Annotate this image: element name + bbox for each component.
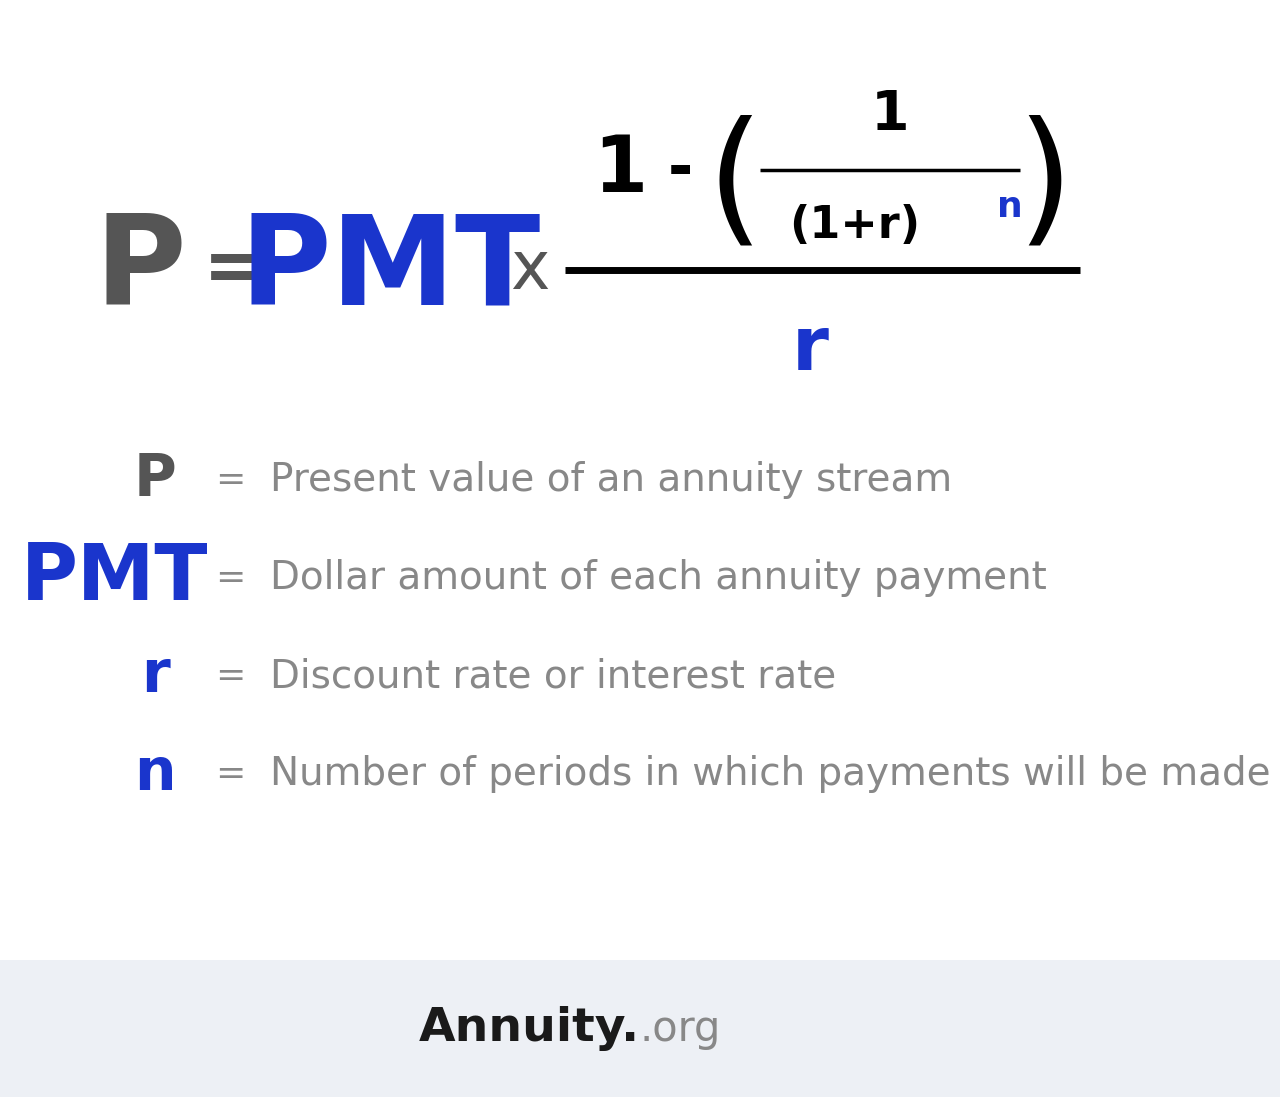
Text: Annuity.: Annuity. xyxy=(419,1006,640,1051)
Text: r: r xyxy=(791,314,828,386)
Text: =: = xyxy=(204,233,268,307)
Text: (: ( xyxy=(707,114,763,256)
Text: =: = xyxy=(215,463,246,497)
Text: Discount rate or interest rate: Discount rate or interest rate xyxy=(270,657,836,695)
Text: =: = xyxy=(215,561,246,595)
Text: n: n xyxy=(134,746,175,803)
Text: =: = xyxy=(215,757,246,791)
Text: x: x xyxy=(511,237,549,303)
Text: -: - xyxy=(667,140,692,200)
Bar xyxy=(0,960,1280,1097)
Text: Number of periods in which payments will be made: Number of periods in which payments will… xyxy=(270,755,1271,793)
Text: 1: 1 xyxy=(593,132,648,208)
Text: PMT: PMT xyxy=(239,210,540,330)
Text: =: = xyxy=(215,659,246,693)
Text: ): ) xyxy=(1016,114,1074,256)
Text: .org: .org xyxy=(640,1007,722,1050)
Text: Present value of an annuity stream: Present value of an annuity stream xyxy=(270,461,952,499)
Text: Dollar amount of each annuity payment: Dollar amount of each annuity payment xyxy=(270,559,1047,597)
Text: r: r xyxy=(141,647,169,704)
Text: (1+r): (1+r) xyxy=(790,204,920,247)
Text: P: P xyxy=(95,210,186,330)
Text: 1: 1 xyxy=(870,88,909,142)
Text: n: n xyxy=(997,190,1023,224)
Text: PMT: PMT xyxy=(22,540,209,617)
Text: P: P xyxy=(133,452,177,509)
